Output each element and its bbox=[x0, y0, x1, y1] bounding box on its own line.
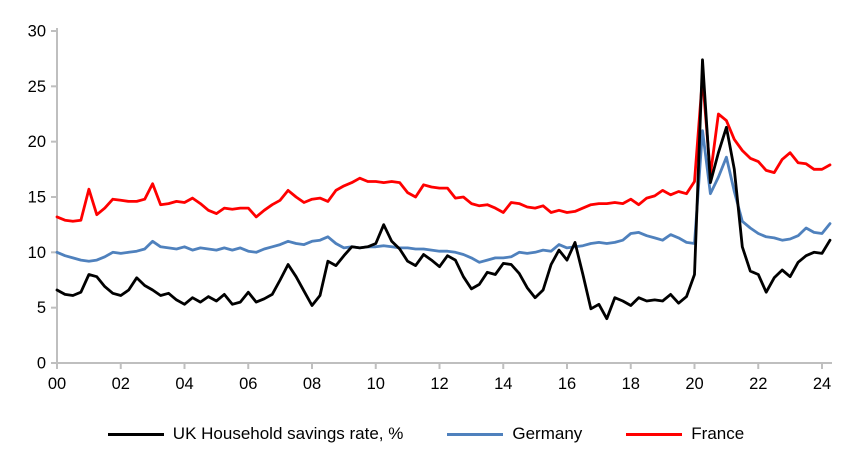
y-tick-label: 30 bbox=[28, 22, 46, 40]
germany-series-line bbox=[55, 129, 832, 264]
x-tick-label: 12 bbox=[430, 375, 448, 393]
y-tick-label: 15 bbox=[28, 188, 46, 206]
x-tick-label: 04 bbox=[175, 375, 193, 393]
chart-legend: UK Household savings rate, % Germany Fra… bbox=[0, 424, 852, 444]
x-tick-label: 06 bbox=[239, 375, 257, 393]
y-tick-label: 25 bbox=[28, 78, 46, 96]
x-tick-label: 14 bbox=[494, 375, 512, 393]
y-tick-label: 20 bbox=[28, 133, 46, 151]
x-tick-label: 20 bbox=[685, 375, 703, 393]
x-tick-label: 18 bbox=[622, 375, 640, 393]
legend-item-germany: Germany bbox=[447, 424, 582, 444]
y-tick-labels: 0 5 10 15 20 25 30 bbox=[28, 22, 46, 372]
france-series-line bbox=[55, 76, 832, 223]
x-tick-label: 10 bbox=[367, 375, 385, 393]
x-tick-label: 24 bbox=[813, 375, 831, 393]
x-tick-label: 16 bbox=[558, 375, 576, 393]
y-tick-label: 0 bbox=[37, 355, 46, 373]
legend-item-uk: UK Household savings rate, % bbox=[107, 424, 404, 444]
uk-line-swatch bbox=[107, 432, 164, 436]
x-tick-label: 22 bbox=[749, 375, 767, 393]
germany-legend-label: Germany bbox=[512, 424, 583, 443]
x-tick-labels: 00 02 04 06 08 10 12 14 16 18 20 22 24 bbox=[48, 375, 831, 393]
uk-legend-label: UK Household savings rate, % bbox=[172, 424, 404, 443]
x-tick-label: 08 bbox=[303, 375, 321, 393]
x-tick-label: 00 bbox=[48, 375, 66, 393]
uk-series-line bbox=[55, 58, 832, 321]
y-tick-label: 10 bbox=[28, 244, 46, 262]
legend-item-france: France bbox=[626, 424, 744, 444]
x-tick-label: 02 bbox=[112, 375, 130, 393]
france-line-swatch bbox=[626, 432, 683, 436]
germany-line-swatch bbox=[447, 432, 504, 436]
axes bbox=[51, 28, 832, 369]
y-tick-label: 5 bbox=[37, 299, 46, 317]
france-legend-label: France bbox=[691, 424, 745, 443]
